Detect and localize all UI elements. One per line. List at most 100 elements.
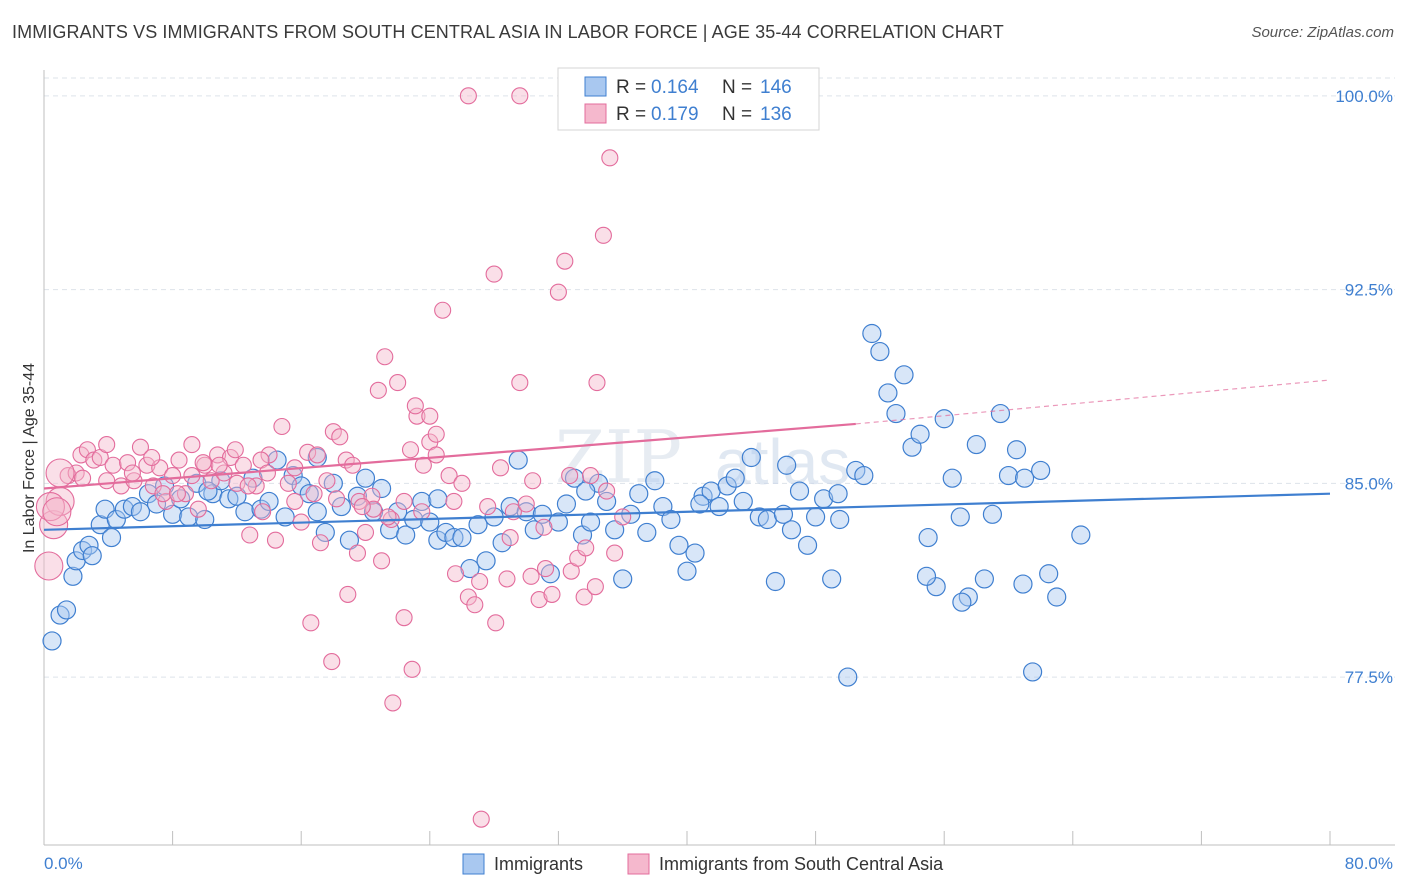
- point-immigrants: [998, 465, 1019, 486]
- legend-n-label-2: N =: [722, 104, 752, 125]
- point-immigrants: [757, 509, 777, 530]
- point-south-central-asia: [42, 497, 72, 527]
- point-immigrants: [492, 533, 512, 553]
- point-south-central-asia: [472, 810, 490, 828]
- chart-title: IMMIGRANTS VS IMMIGRANTS FROM SOUTH CENT…: [12, 22, 1004, 42]
- point-south-central-asia: [491, 459, 510, 477]
- point-immigrants: [299, 484, 319, 504]
- point-immigrants: [468, 515, 488, 535]
- legend-box: R = 0.164 N = 146 R = 0.179 N = 136: [557, 67, 820, 131]
- point-immigrants: [355, 468, 376, 488]
- axes: [43, 70, 1395, 846]
- point-south-central-asia: [556, 252, 574, 270]
- legend-n-label-1: N =: [722, 77, 752, 98]
- point-south-central-asia: [348, 544, 367, 562]
- point-immigrants: [259, 491, 279, 512]
- point-south-central-asia: [522, 567, 540, 585]
- y-tick-labels: 100.0% 92.5% 85.0% 77.5%: [1335, 87, 1393, 687]
- point-immigrants: [733, 491, 753, 512]
- point-south-central-asia: [353, 498, 371, 516]
- point-immigrants: [1047, 587, 1067, 607]
- point-immigrants: [690, 494, 710, 514]
- point-immigrants: [870, 341, 890, 362]
- legend-r-label-2: R =: [616, 104, 646, 125]
- point-south-central-asia: [254, 503, 272, 521]
- trend-line-south-central-asia: [43, 422, 856, 490]
- point-south-central-asia: [202, 472, 220, 490]
- point-south-central-asia: [123, 464, 141, 482]
- point-immigrants: [805, 507, 826, 527]
- point-immigrants: [878, 383, 898, 403]
- point-immigrants: [966, 434, 986, 455]
- point-immigrants: [79, 535, 99, 555]
- point-immigrants: [138, 484, 159, 504]
- point-immigrants: [982, 504, 1003, 524]
- point-south-central-asia: [594, 226, 612, 244]
- legend-swatch-pink: [584, 103, 607, 124]
- point-south-central-asia: [511, 374, 529, 392]
- point-south-central-asia: [453, 474, 471, 492]
- point-south-central-asia: [598, 482, 616, 500]
- point-immigrants: [677, 561, 697, 581]
- point-immigrants: [63, 566, 83, 586]
- point-immigrants: [822, 569, 842, 589]
- point-south-central-asia: [154, 485, 172, 503]
- point-immigrants: [315, 522, 335, 543]
- point-south-central-asia: [384, 694, 402, 712]
- point-immigrants: [428, 489, 448, 509]
- point-south-central-asia: [581, 467, 600, 485]
- point-south-central-asia: [228, 474, 246, 492]
- point-immigrants: [331, 496, 351, 517]
- point-south-central-asia: [266, 531, 285, 549]
- point-south-central-asia: [403, 660, 421, 678]
- y-tick-label: 92.5%: [1345, 281, 1393, 300]
- point-south-central-asia: [104, 456, 122, 474]
- point-immigrants: [777, 455, 797, 475]
- point-immigrants: [339, 530, 360, 550]
- point-immigrants: [597, 491, 617, 512]
- bottom-legend-label-south-central-asia: Immigrants from South Central Asia: [659, 854, 944, 874]
- bottom-legend-swatch-pink: [627, 853, 650, 875]
- point-south-central-asia: [258, 464, 276, 482]
- x-tick-label-left: 0.0%: [44, 854, 83, 873]
- point-immigrants: [323, 473, 343, 493]
- point-south-central-asia: [511, 87, 529, 105]
- point-south-central-asia: [395, 609, 413, 627]
- legend-r-value-2: 0.179: [651, 104, 699, 125]
- point-immigrants: [781, 520, 802, 540]
- point-immigrants: [797, 535, 818, 555]
- legend-r-label-1: R =: [616, 77, 646, 98]
- point-immigrants: [828, 484, 848, 504]
- legend-n-value-2: 136: [760, 104, 792, 125]
- point-immigrants: [990, 403, 1011, 424]
- point-south-central-asia: [379, 508, 397, 526]
- point-south-central-asia: [273, 417, 291, 436]
- point-south-central-asia: [471, 572, 489, 591]
- point-immigrants: [838, 667, 858, 687]
- point-south-central-asia: [427, 425, 445, 443]
- point-south-central-asia: [373, 552, 391, 570]
- point-immigrants: [894, 365, 914, 385]
- point-south-central-asia: [279, 474, 297, 492]
- point-south-central-asia: [389, 374, 407, 392]
- bottom-legend-label-immigrants: Immigrants: [494, 854, 583, 874]
- point-south-central-asia: [39, 510, 69, 540]
- point-south-central-asia: [299, 443, 317, 461]
- point-south-central-asia: [143, 448, 161, 467]
- point-south-central-asia: [446, 565, 465, 583]
- point-immigrants: [452, 527, 472, 548]
- point-immigrants: [637, 522, 657, 543]
- bottom-legend: Immigrants Immigrants from South Central…: [462, 853, 944, 875]
- y-axis-title: In Labor Force | Age 35-44: [21, 363, 38, 553]
- point-immigrants: [1023, 662, 1043, 682]
- point-immigrants: [1031, 460, 1051, 481]
- point-south-central-asia: [305, 485, 323, 503]
- point-immigrants: [524, 520, 544, 540]
- source-credit: Source: ZipAtlas.com: [1251, 24, 1394, 41]
- point-south-central-asia: [196, 456, 214, 474]
- point-south-central-asia: [606, 544, 624, 562]
- watermark-zip: ZIP: [555, 415, 682, 499]
- point-immigrants: [629, 484, 649, 504]
- point-south-central-asia: [577, 539, 595, 557]
- point-south-central-asia: [530, 591, 548, 609]
